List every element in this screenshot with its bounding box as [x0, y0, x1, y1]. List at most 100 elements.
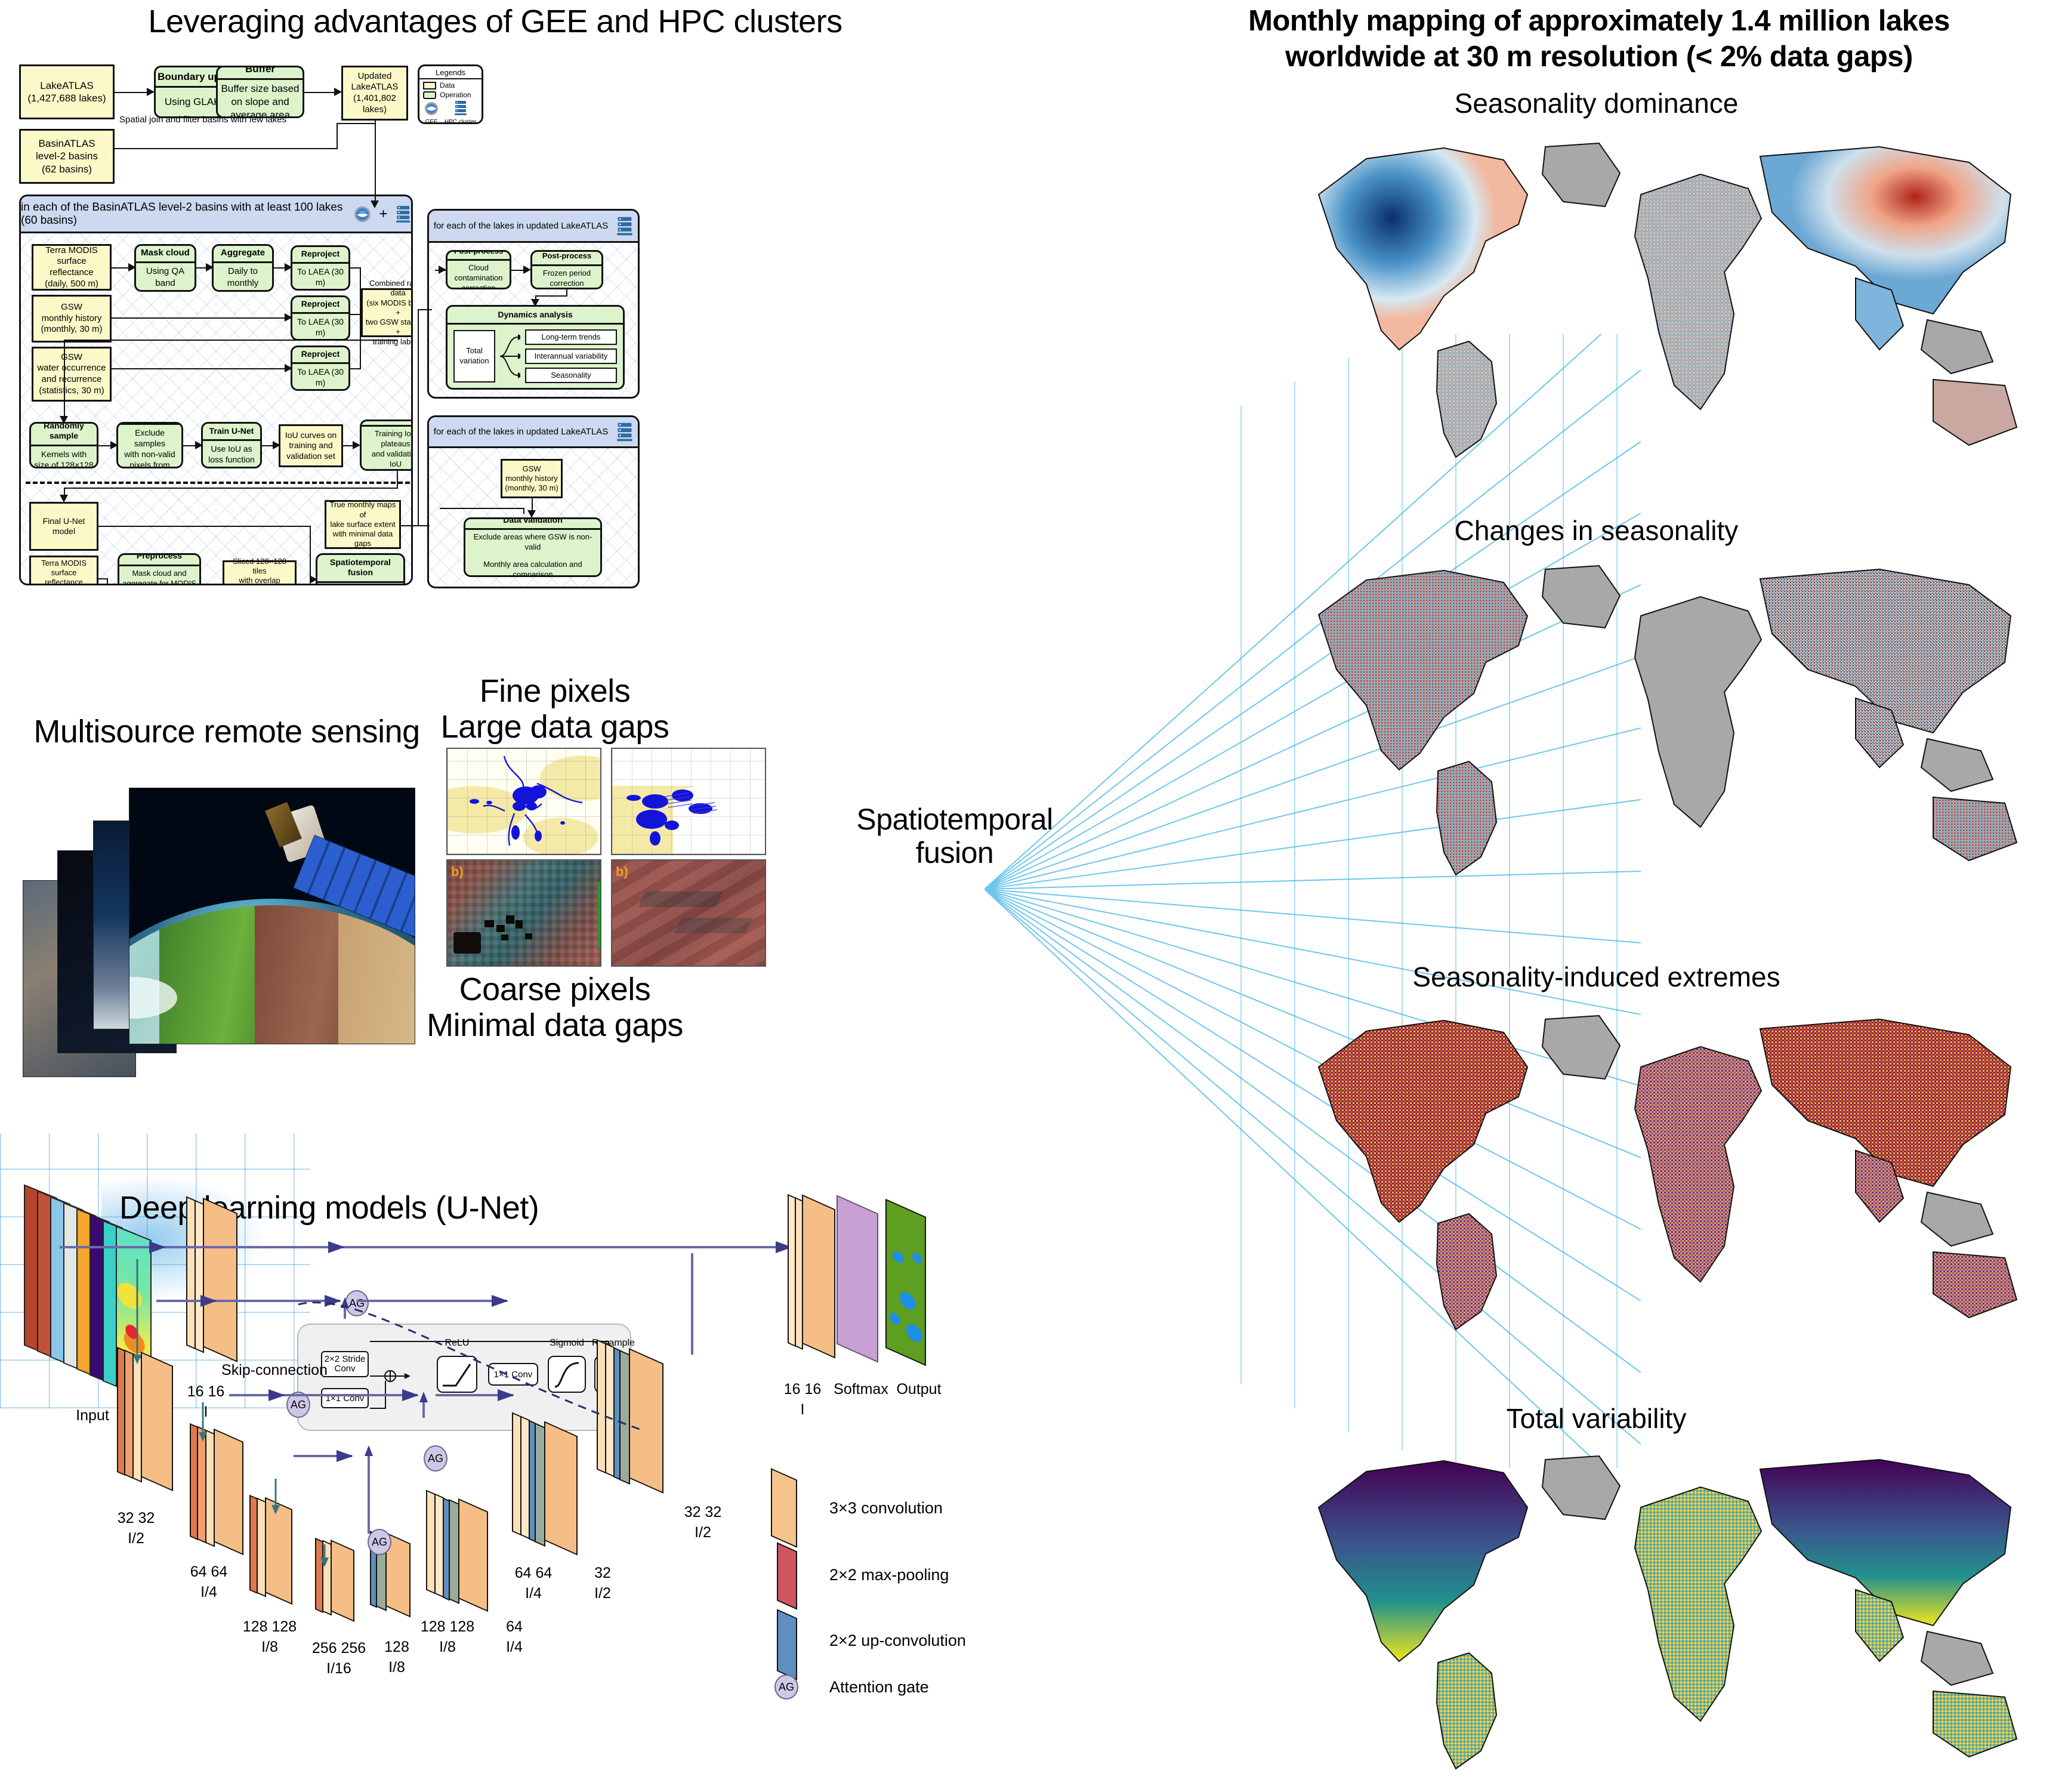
continent-south-america [1436, 1652, 1498, 1770]
pp-title: Preprocess [119, 555, 199, 566]
legend-ag-swatch: AG [774, 1674, 798, 1700]
conn-tmm-right [401, 525, 430, 526]
aggregate-body: Daily to monthly [227, 266, 259, 288]
arrow-2 [334, 88, 342, 96]
world-map-total-variability [1247, 1438, 2041, 1778]
legend-pool-swatch [777, 1542, 797, 1610]
group3-header: for each of the lakes in updated LakeATL… [429, 417, 638, 448]
conn-lakeatlas-boundary [115, 92, 147, 93]
dec3-ch-label: 128 128 [420, 1618, 475, 1635]
map-svg-3 [1317, 1014, 2018, 1331]
coarse-pixel-map-right: b) [611, 859, 766, 967]
g2-a2 [531, 299, 539, 307]
g1-a11 [60, 495, 68, 502]
dec1-ch-label: 32 32 [684, 1504, 722, 1520]
tm-l3: (daily, 500 m) [45, 278, 98, 289]
dynamics-outputs: Long-term trends Interannual variability… [525, 329, 617, 384]
g3-c1 [532, 498, 533, 513]
tmm-l1: True monthly maps of [329, 500, 396, 519]
tv-l2: variation [459, 356, 489, 366]
attn-relu-shape [437, 1356, 477, 1393]
region-se-asia [1920, 1630, 1994, 1686]
buffer-l2: on slope and [231, 96, 289, 108]
node-select-epoch: Select epoch Training IoU plateaus and v… [360, 420, 411, 471]
right-title: Monthly mapping of approximately 1.4 mil… [1134, 4, 2064, 75]
node-lakeatlas: LakeATLAS (1,427,688 lakes) [19, 64, 115, 119]
coarse-left-dark-7 [525, 933, 532, 939]
st-l2: with overlap covering [239, 576, 280, 585]
reproject2-title: Reproject [292, 297, 348, 314]
node-mask-cloud: Mask cloud Using QA band [134, 244, 196, 292]
earth-surface [129, 905, 415, 1044]
continent-north-america [1317, 1460, 1529, 1663]
node-spatiotemporal-fusion: Spatiotemporal fusion Take outputs of th… [316, 553, 405, 584]
up3-ch-label: 128 [384, 1639, 409, 1655]
unet-flow-arrows [133, 1253, 693, 1567]
dec2-ch-label: 64 64 [514, 1565, 553, 1581]
fine-pixels-title: Fine pixels [479, 673, 631, 709]
node-sliced-tiles: Sliced 128×128 tiles with overlap coveri… [223, 557, 297, 585]
fu-label: Final U-Net model [42, 516, 85, 536]
left-panel: Leveraging advantages of GEE and HPC clu… [0, 5, 966, 1700]
coarse-pixels-title: Coarse pixels [459, 971, 651, 1007]
legend-operation-label: Operation [440, 91, 471, 99]
bn-ch-label: 256 256 [311, 1640, 366, 1657]
node-terra-modis-2: Terra MODIS surface reflectance (daily, … [29, 556, 98, 584]
node-randomly-sample: Randomly sample Kernels with size of 128… [29, 422, 98, 468]
group-lakes-dynamics: for each of the lakes in updated LakeATL… [427, 209, 640, 399]
node-reproject-3: Reproject To LAEA (30 m) [291, 346, 350, 391]
buffer-l3: average area [230, 109, 291, 118]
attn-sigmoid-label: Sigmoid [550, 1338, 584, 1348]
hpc-cluster-icon [617, 217, 632, 235]
g1-c15 [262, 445, 273, 446]
attention-block-link [298, 1301, 645, 1432]
g1-c20 [98, 526, 311, 527]
g2-a1 [523, 266, 531, 274]
conn-buffer-updated [304, 92, 334, 93]
g1-a5 [285, 364, 292, 372]
node-iou-curves: IoU curves on training and validation se… [279, 424, 343, 467]
gm-l1: GSW [61, 301, 82, 312]
g1-a9 [273, 441, 280, 449]
coarse-left-dark-2 [484, 920, 494, 927]
reproject1-title: Reproject [292, 247, 348, 264]
enc0-res-label: I [203, 1404, 208, 1420]
continent-asia [1759, 1458, 2012, 1627]
legend-pool-label: 2×2 max-pooling [829, 1566, 949, 1584]
skip-connection-label: Skip-connection [221, 1362, 328, 1378]
g2-c2 [566, 289, 567, 297]
output-label: Output [896, 1381, 942, 1398]
group1-header: in each of the BasinATLAS level-2 basins… [21, 196, 411, 233]
legend-upconv-label: 2×2 up-convolution [829, 1631, 966, 1649]
conn-basinatlas-v [337, 124, 338, 149]
se-title: Select epoch [362, 421, 411, 427]
po2-l1: Frozen period correction [542, 268, 591, 288]
region-se-asia [1920, 738, 1994, 792]
map-svg-2 [1317, 565, 2018, 876]
rs-title: Randomly sample [31, 424, 97, 446]
node-total-variation: Total variation [453, 330, 495, 383]
continent-africa-europe [1634, 1486, 1763, 1722]
pp-l2: aggregate for MODIS [122, 578, 196, 585]
group-basin-level2: in each of the BasinATLAS level-2 basins… [19, 195, 413, 585]
coarse-pixel-map-left: b) [446, 859, 601, 967]
coarse-left-dark-6 [501, 934, 508, 940]
legend-data-label: Data [440, 81, 455, 90]
g1-a10 [353, 441, 360, 449]
right-panel: Monthly mapping of approximately 1.4 mil… [984, 0, 2071, 1792]
node-aggregate: Aggregate Daily to monthly [212, 244, 274, 292]
basinatlas-line3: (62 basins) [41, 163, 92, 175]
coarse-left-dark-4 [506, 915, 514, 924]
node-updated-lakeatlas: Updated LakeATLAS (1,401,802 lakes) [341, 66, 408, 121]
fine-right-grid [612, 749, 765, 854]
upd-l1: Updated [357, 70, 392, 81]
flowchart: LakeATLAS (1,427,688 lakes) BasinATLAS l… [6, 53, 937, 685]
node-seasonality: Seasonality [525, 368, 617, 384]
g1-a8 [195, 441, 203, 449]
panel-label-b-left: b) [451, 864, 464, 879]
legend-conv-label: 3×3 convolution [829, 1499, 943, 1517]
continent-south-america [1436, 760, 1498, 876]
group3-label: for each of the lakes in updated LakeATL… [433, 427, 609, 437]
tu-title: Train U-Net [203, 424, 260, 442]
po1-l2: correction [461, 283, 496, 289]
